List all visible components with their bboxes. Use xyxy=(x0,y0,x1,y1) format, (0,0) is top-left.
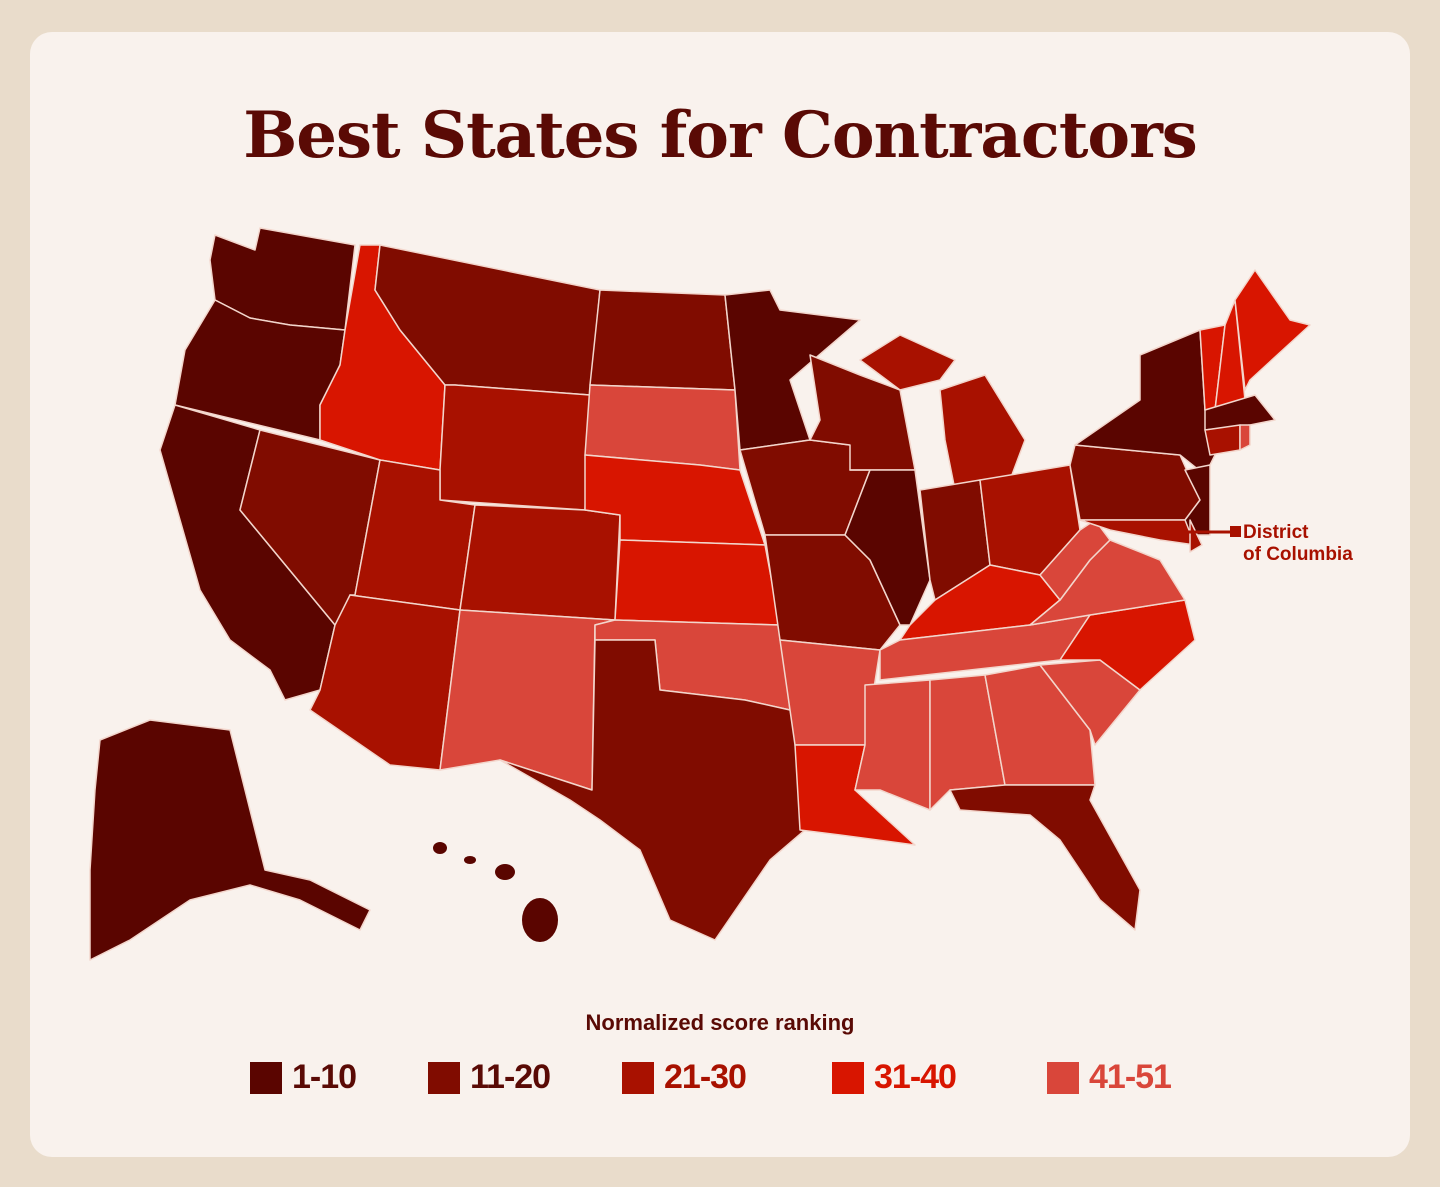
legend-swatch xyxy=(1047,1061,1079,1094)
dc-annotation: District of Columbia xyxy=(1243,522,1353,566)
state-ma xyxy=(1204,394,1276,431)
state-ri xyxy=(1239,424,1251,451)
legend-label: 31-40 xyxy=(874,1058,957,1096)
state-nd xyxy=(589,289,736,391)
legend-title: Normalized score ranking xyxy=(585,1010,855,1035)
legend-label: 21-30 xyxy=(664,1058,747,1096)
state-mn xyxy=(724,289,861,451)
legend-label: 1-10 xyxy=(292,1058,357,1096)
dc-label-line1: District xyxy=(1243,522,1309,543)
state-nm xyxy=(439,609,616,791)
state-sc xyxy=(1039,659,1141,746)
legend-label: 11-20 xyxy=(470,1058,551,1096)
state-hi-island xyxy=(522,898,558,942)
state-wy xyxy=(439,384,591,511)
state-il xyxy=(844,469,931,626)
state-co xyxy=(459,504,621,621)
state-ct xyxy=(1204,424,1241,456)
page-title: Best States for Contractors xyxy=(243,98,1198,173)
state-fl xyxy=(949,784,1141,931)
state-me xyxy=(1234,269,1311,391)
legend-label: 41-51 xyxy=(1089,1058,1172,1096)
legend-swatch xyxy=(428,1061,460,1094)
dc-marker xyxy=(1230,526,1241,537)
state-ks xyxy=(614,539,781,626)
legend-swatch xyxy=(250,1061,282,1094)
state-tx xyxy=(499,639,806,941)
dc-label-line2: of Columbia xyxy=(1243,544,1353,565)
state-md xyxy=(1079,519,1196,546)
state-wv xyxy=(1039,519,1111,601)
state-hi-island xyxy=(464,856,476,864)
state-hi-island xyxy=(433,842,447,854)
legend-item-21-30: 21-30 xyxy=(622,1058,747,1097)
legend-swatch xyxy=(832,1061,864,1094)
legend-swatch xyxy=(622,1061,654,1094)
legend-item-11-20: 11-20 xyxy=(428,1058,551,1097)
state-ms xyxy=(854,679,931,811)
legend-item-1-10: 1-10 xyxy=(250,1058,357,1097)
state-ga xyxy=(984,664,1096,786)
legend-item-41-51: 41-51 xyxy=(1047,1058,1172,1097)
state-ak xyxy=(89,719,371,961)
state-hi-island xyxy=(495,864,515,880)
legend-item-31-40: 31-40 xyxy=(832,1058,957,1097)
